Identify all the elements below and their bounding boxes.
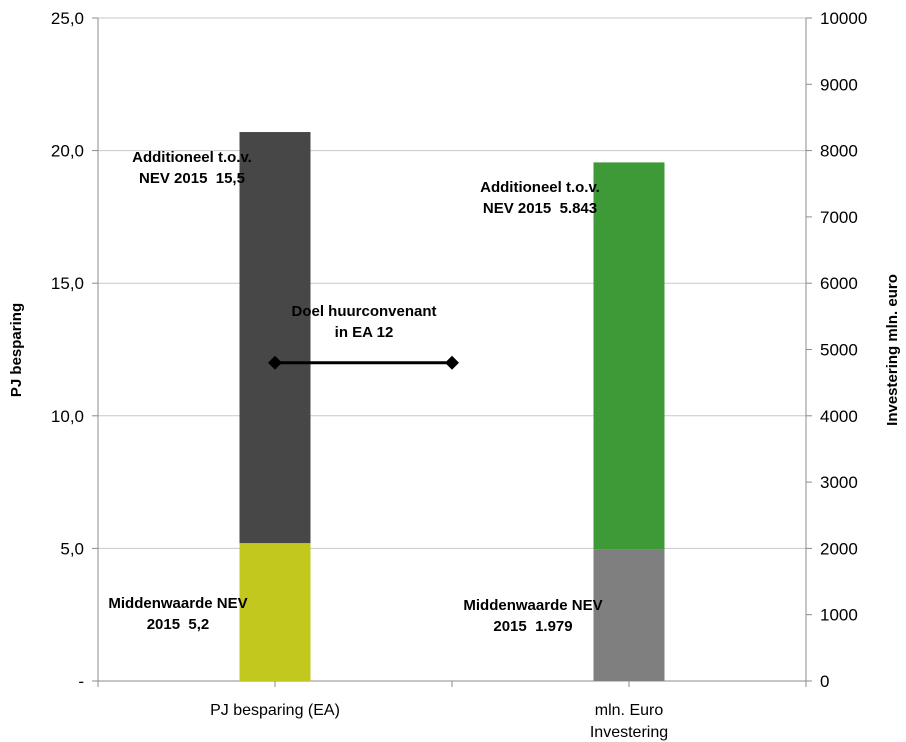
- category-label: PJ besparing (EA): [210, 702, 340, 719]
- right-tick-label: 8000: [820, 142, 858, 161]
- bars: [239, 132, 665, 681]
- right-tick-label: 2000: [820, 539, 858, 558]
- bar-segment: [593, 549, 665, 681]
- right-tick-label: 1000: [820, 606, 858, 625]
- target-marker: [268, 355, 282, 370]
- right-tick-label: 5000: [820, 341, 858, 360]
- data-label: Additioneel t.o.v. NEV 2015 5.843: [480, 179, 600, 217]
- right-tick-label: 10000: [820, 9, 867, 28]
- right-tick-label: 0: [820, 672, 829, 691]
- left-tick-label: 10,0: [51, 407, 84, 426]
- left-tick-label: 15,0: [51, 274, 84, 293]
- left-tick-label: -: [78, 672, 84, 691]
- target-label: Doel huurconvenant in EA 12: [291, 303, 436, 341]
- left-tick-label: 25,0: [51, 9, 84, 28]
- right-tick-label: 7000: [820, 208, 858, 227]
- right-tick-label: 9000: [820, 75, 858, 94]
- bar-segment: [593, 162, 665, 550]
- right-axis-title: Investering mln. euro: [884, 274, 901, 426]
- right-tick-label: 3000: [820, 473, 858, 492]
- category-label: mln. Euro Investering: [590, 702, 668, 741]
- target-line-group: Doel huurconvenant in EA 12: [268, 303, 459, 370]
- target-marker: [445, 355, 459, 370]
- data-label: Middenwaarde NEV 2015 1.979: [463, 597, 602, 635]
- gridlines: [98, 17, 806, 549]
- left-axis-title: PJ besparing: [8, 303, 25, 397]
- left-tick-label: 5,0: [60, 539, 84, 558]
- axes: - 5,0 10,0 15,0 20,0 25,0 0 1000 2000 3000 4000 500…: [51, 9, 867, 741]
- left-tick-label: 20,0: [51, 142, 84, 161]
- right-tick-label: 6000: [820, 274, 858, 293]
- data-label: Middenwaarde NEV 2015 5,2: [108, 595, 247, 633]
- right-tick-label: 4000: [820, 407, 858, 426]
- bar-segment: [239, 132, 311, 544]
- data-label: Additioneel t.o.v. NEV 2015 15,5: [132, 149, 252, 187]
- bar-segment: [239, 543, 311, 681]
- data-labels: Middenwaarde NEV 2015 5,2 Additioneel t.o.…: [108, 149, 602, 635]
